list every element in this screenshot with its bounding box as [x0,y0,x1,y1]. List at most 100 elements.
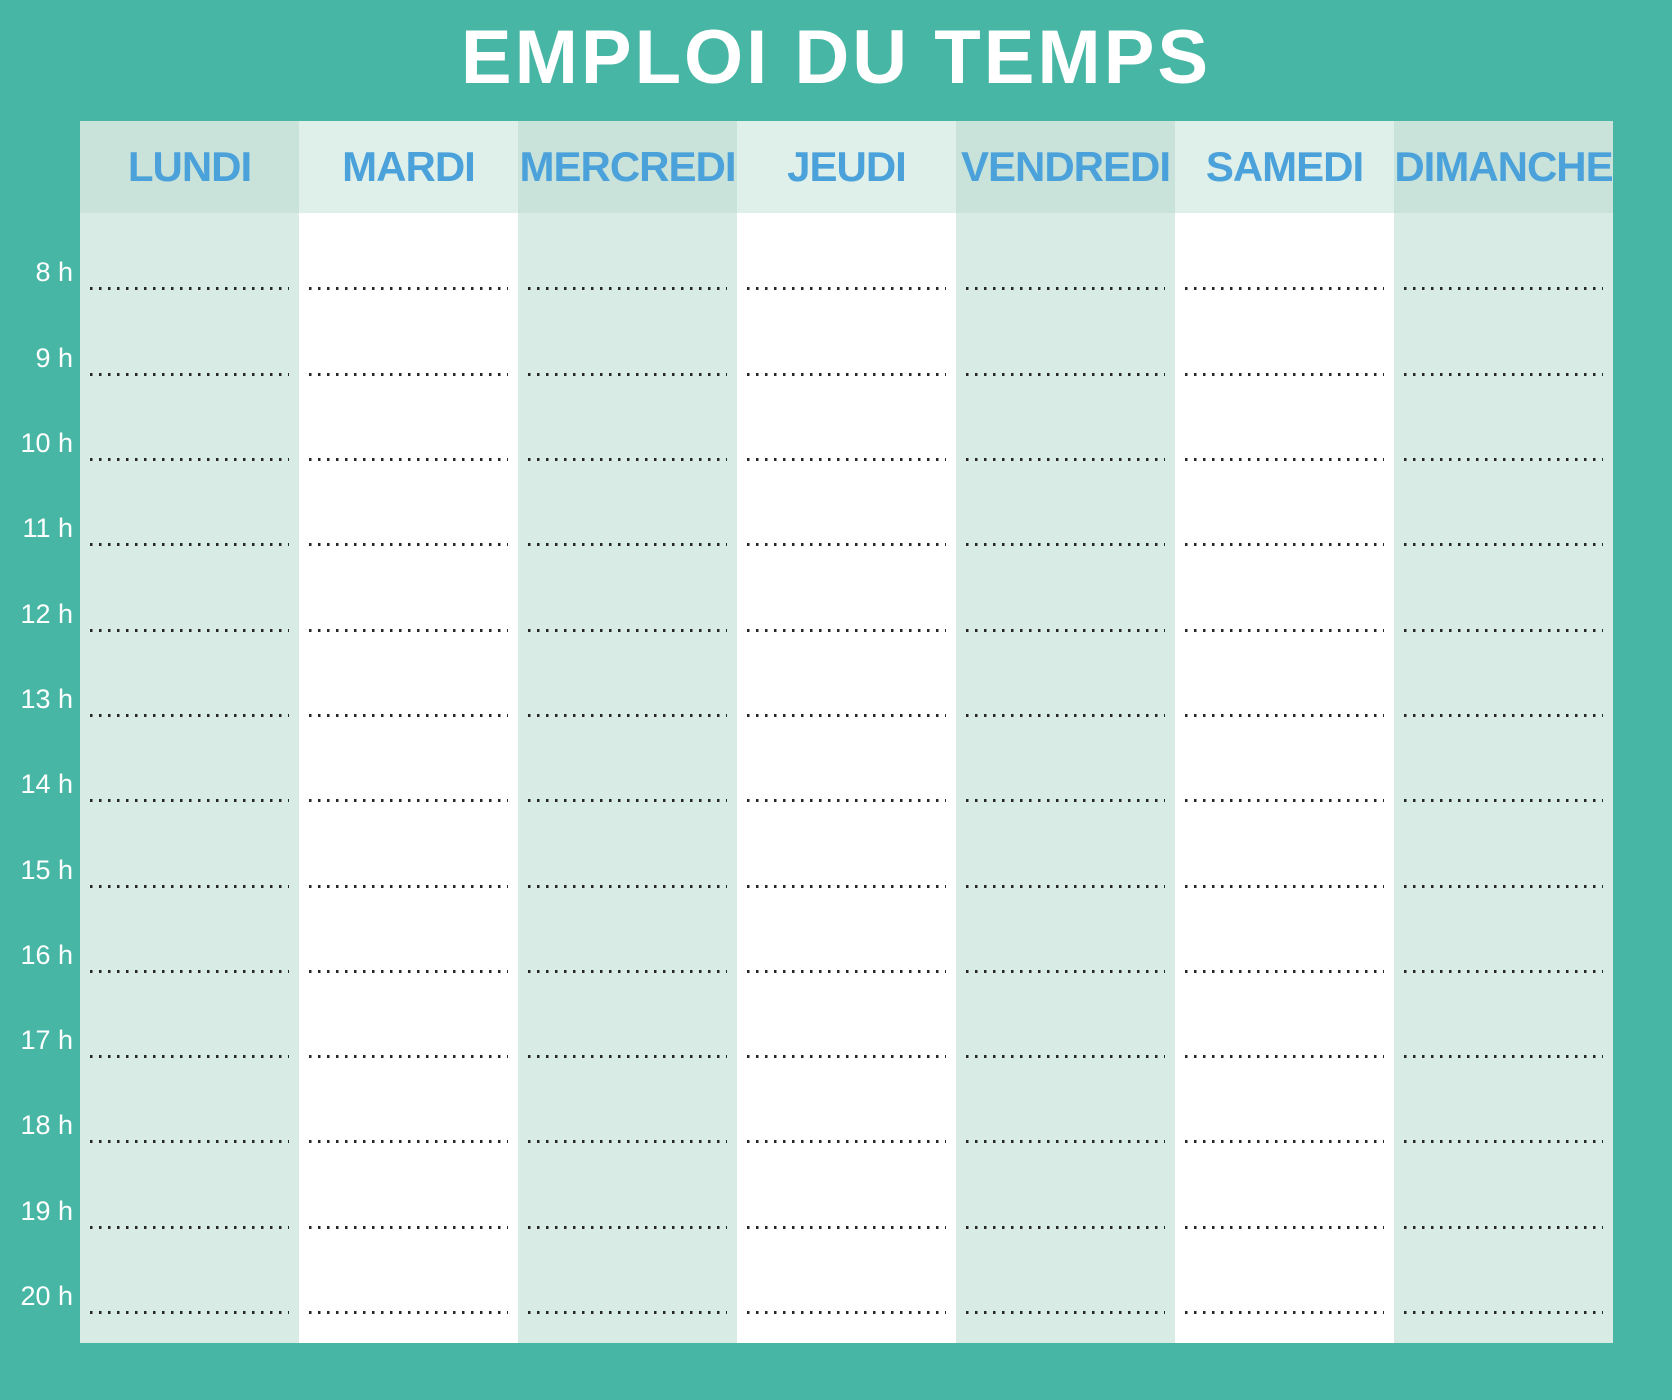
dotted-writing-line [966,1140,1165,1144]
dotted-writing-line [966,713,1165,717]
dotted-writing-line [90,628,289,632]
dotted-writing-line [1404,1311,1603,1315]
dotted-writing-line [309,969,508,973]
dotted-writing-line [966,372,1165,376]
gutter-header-spacer [0,121,80,213]
day-column-dimanche: DIMANCHE [1394,121,1613,1343]
dotted-writing-line [528,713,727,717]
slot-lundi-19h [80,1151,299,1236]
schedule-board: 8 h 9 h 10 h 11 h 12 h 13 h 14 h 15 h 16 h 17 h 18… [0,121,1613,1343]
title-bar: EMPLOI DU TEMPS [0,0,1672,121]
slot-lundi-11h [80,469,299,554]
slot-mardi-12h [299,554,518,639]
dotted-writing-line [309,457,508,461]
slot-samedi-15h [1175,810,1394,895]
day-column-mercredi: MERCREDI [518,121,737,1343]
hour-label-18h: 18 h [20,1110,73,1141]
slot-vendredi-9h [956,298,1175,383]
dotted-writing-line [309,543,508,547]
slot-jeudi-13h [737,640,956,725]
schedule-grid: LUNDI MARDI MERCREDI JEUDI VENDREDI SAMEDI DIM… [80,121,1613,1343]
slot-samedi-16h [1175,896,1394,981]
slot-jeudi-16h [737,896,956,981]
slot-dimanche-10h [1394,384,1613,469]
dotted-writing-line [1404,628,1603,632]
dotted-writing-line [309,884,508,888]
dotted-writing-line [309,372,508,376]
slot-samedi-10h [1175,384,1394,469]
dotted-writing-line [1185,628,1384,632]
dotted-writing-line [747,1140,946,1144]
slot-mercredi-17h [518,981,737,1066]
dotted-writing-line [528,372,727,376]
slot-samedi-14h [1175,725,1394,810]
hour-label-11h: 11 h [22,513,73,544]
dotted-writing-line [966,969,1165,973]
dotted-writing-line [1404,1140,1603,1144]
dotted-writing-line [966,628,1165,632]
dotted-writing-line [528,1055,727,1059]
day-header-mardi: MARDI [299,121,518,213]
slot-dimanche-13h [1394,640,1613,725]
slot-mercredi-16h [518,896,737,981]
slot-dimanche-18h [1394,1066,1613,1151]
dotted-writing-line [747,884,946,888]
dotted-writing-line [90,372,289,376]
dotted-writing-line [1185,884,1384,888]
dotted-writing-line [528,1140,727,1144]
dotted-writing-line [1404,543,1603,547]
slot-jeudi-10h [737,384,956,469]
dotted-writing-line [1404,713,1603,717]
slot-dimanche-8h [1394,213,1613,298]
dotted-writing-line [747,628,946,632]
slot-jeudi-11h [737,469,956,554]
hour-label-12h: 12 h [20,598,73,629]
slot-lundi-16h [80,896,299,981]
dotted-writing-line [309,1225,508,1229]
dotted-writing-line [1404,969,1603,973]
slot-jeudi-19h [737,1151,956,1236]
dotted-writing-line [1185,713,1384,717]
dotted-writing-line [528,1311,727,1315]
slot-samedi-13h [1175,640,1394,725]
dotted-writing-line [1185,799,1384,803]
slot-lundi-17h [80,981,299,1066]
slot-dimanche-15h [1394,810,1613,895]
slot-samedi-12h [1175,554,1394,639]
day-column-jeudi: JEUDI [737,121,956,1343]
dotted-writing-line [1185,287,1384,291]
dotted-writing-line [309,1140,508,1144]
slot-mardi-11h [299,469,518,554]
dotted-writing-line [966,457,1165,461]
slot-vendredi-17h [956,981,1175,1066]
day-header-jeudi: JEUDI [737,121,956,213]
slot-mercredi-10h [518,384,737,469]
slot-vendredi-15h [956,810,1175,895]
slot-jeudi-15h [737,810,956,895]
dotted-writing-line [90,287,289,291]
dotted-writing-line [1404,884,1603,888]
slot-lundi-13h [80,640,299,725]
slot-vendredi-14h [956,725,1175,810]
hour-label-15h: 15 h [20,854,73,885]
dotted-writing-line [90,543,289,547]
dotted-writing-line [966,543,1165,547]
dotted-writing-line [309,1055,508,1059]
dotted-writing-line [90,1225,289,1229]
hour-label-16h: 16 h [20,939,73,970]
slot-lundi-9h [80,298,299,383]
slot-dimanche-9h [1394,298,1613,383]
dotted-writing-line [1185,1140,1384,1144]
dotted-writing-line [966,1055,1165,1059]
slot-jeudi-20h [737,1237,956,1322]
dotted-writing-line [528,799,727,803]
dotted-writing-line [528,1225,727,1229]
slot-vendredi-10h [956,384,1175,469]
dotted-writing-line [528,287,727,291]
dotted-writing-line [90,1140,289,1144]
slot-mardi-10h [299,384,518,469]
slot-mardi-20h [299,1237,518,1322]
slot-dimanche-17h [1394,981,1613,1066]
slot-mardi-9h [299,298,518,383]
